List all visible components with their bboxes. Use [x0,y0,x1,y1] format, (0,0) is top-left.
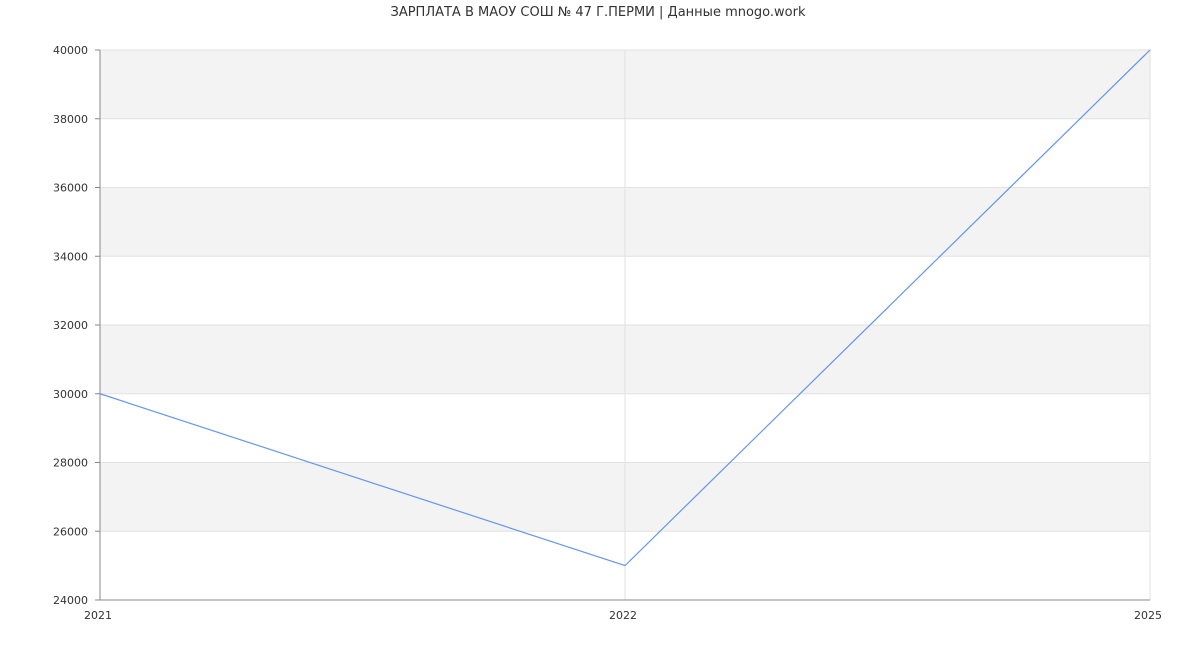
x-tick-label: 2021 [84,609,112,622]
x-tick-label: 2022 [609,609,637,622]
data-point [1149,49,1151,51]
data-point [99,393,101,395]
chart-title: ЗАРПЛАТА В МАОУ СОШ № 47 Г.ПЕРМИ | Данны… [390,5,805,20]
y-tick-label: 28000 [53,457,88,470]
y-tick-label: 30000 [53,388,88,401]
x-tick-label: 2025 [1134,609,1162,622]
y-tick-label: 24000 [53,594,88,607]
data-point [624,565,626,567]
y-tick-label: 26000 [53,525,88,538]
y-tick-label: 38000 [53,113,88,126]
y-tick-label: 36000 [53,182,88,195]
y-tick-label: 40000 [53,44,88,57]
y-tick-label: 32000 [53,319,88,332]
y-tick-label: 34000 [53,250,88,263]
